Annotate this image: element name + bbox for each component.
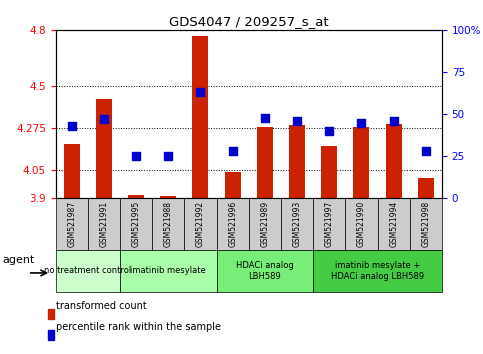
FancyBboxPatch shape (313, 198, 345, 250)
FancyBboxPatch shape (281, 198, 313, 250)
FancyBboxPatch shape (216, 250, 313, 292)
Text: GSM521990: GSM521990 (357, 201, 366, 247)
Point (261, 115, 269, 120)
Text: GSM521995: GSM521995 (131, 201, 141, 247)
Text: no treatment control: no treatment control (44, 266, 131, 275)
Point (390, 118, 398, 124)
Bar (257, 127, 273, 198)
Text: HDACi analog
LBH589: HDACi analog LBH589 (236, 261, 294, 280)
Bar (418, 178, 434, 198)
Bar (225, 172, 241, 198)
Text: GSM521998: GSM521998 (421, 201, 430, 247)
Text: GSM521996: GSM521996 (228, 201, 237, 247)
FancyBboxPatch shape (120, 250, 216, 292)
FancyBboxPatch shape (345, 198, 378, 250)
Text: GSM521992: GSM521992 (196, 201, 205, 247)
Text: GSM521988: GSM521988 (164, 201, 173, 247)
Text: imatinib mesylate: imatinib mesylate (130, 266, 206, 275)
Bar (160, 196, 176, 198)
Point (293, 118, 301, 124)
Bar (289, 125, 305, 198)
Text: agent: agent (3, 255, 35, 265)
Point (197, 90, 204, 95)
Point (422, 148, 430, 154)
Bar (354, 127, 369, 198)
Bar (192, 36, 209, 198)
Point (357, 120, 365, 125)
Point (229, 148, 237, 154)
Text: GSM521991: GSM521991 (99, 201, 108, 247)
Text: GSM521989: GSM521989 (260, 201, 270, 247)
FancyBboxPatch shape (120, 198, 152, 250)
Text: GSM521997: GSM521997 (325, 201, 334, 247)
FancyBboxPatch shape (216, 198, 249, 250)
Bar (128, 194, 144, 198)
FancyBboxPatch shape (313, 250, 442, 292)
Bar (64, 144, 80, 198)
FancyBboxPatch shape (88, 198, 120, 250)
Point (100, 116, 108, 122)
Text: transformed count: transformed count (56, 301, 146, 311)
Bar (96, 99, 112, 198)
FancyBboxPatch shape (56, 198, 88, 250)
FancyBboxPatch shape (249, 198, 281, 250)
FancyBboxPatch shape (410, 198, 442, 250)
Text: GSM521993: GSM521993 (293, 201, 301, 247)
Title: GDS4047 / 209257_s_at: GDS4047 / 209257_s_at (169, 15, 328, 28)
Point (68, 123, 75, 129)
FancyBboxPatch shape (378, 198, 410, 250)
Point (132, 153, 140, 159)
Bar (321, 146, 337, 198)
FancyBboxPatch shape (56, 250, 120, 292)
Point (326, 128, 333, 134)
FancyBboxPatch shape (152, 198, 185, 250)
Text: GSM521994: GSM521994 (389, 201, 398, 247)
Text: GSM521987: GSM521987 (67, 201, 76, 247)
Point (164, 153, 172, 159)
Text: percentile rank within the sample: percentile rank within the sample (56, 322, 221, 332)
FancyBboxPatch shape (185, 198, 216, 250)
Bar (385, 124, 402, 198)
Text: imatinib mesylate +
HDACi analog LBH589: imatinib mesylate + HDACi analog LBH589 (331, 261, 424, 280)
